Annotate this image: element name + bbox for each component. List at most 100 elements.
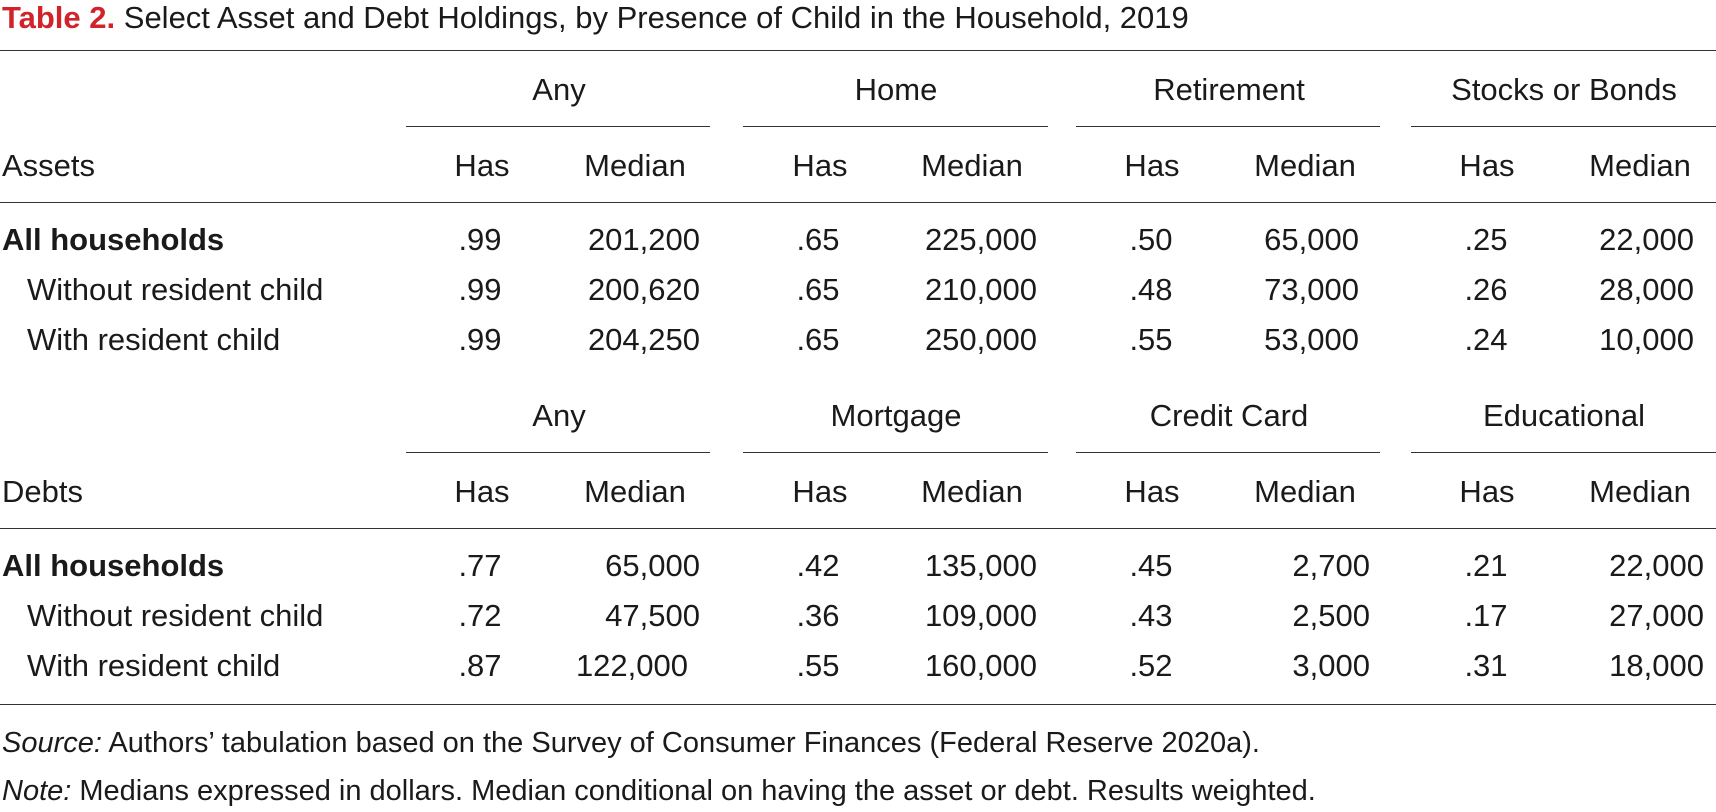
group-rule: [743, 452, 1048, 453]
note-text: Medians expressed in dollars. Median con…: [71, 775, 1316, 807]
cell-has: .65: [796, 222, 840, 257]
col-header-has: Has: [1124, 148, 1180, 183]
cell-median: 204,250: [587, 322, 700, 357]
col-header-has: Has: [1459, 148, 1515, 183]
col-header-has: Has: [792, 474, 848, 509]
cell-median: 28,000: [1599, 272, 1694, 307]
cell-median: 122,000: [575, 648, 688, 683]
row-label: Without resident child: [27, 272, 324, 307]
col-header-median: Median: [584, 148, 686, 183]
group-rule: [406, 126, 710, 127]
group-header-any: Any: [532, 398, 586, 433]
cell-has: .17: [1464, 598, 1508, 633]
cell-median: 200,620: [587, 272, 700, 307]
cell-has: .21: [1464, 548, 1508, 583]
bottom-rule: [0, 704, 1716, 705]
cell-has: .65: [796, 322, 840, 357]
group-rule: [743, 126, 1048, 127]
col-header-has: Has: [454, 474, 510, 509]
col-header-has: Has: [454, 148, 510, 183]
row-label: With resident child: [27, 648, 281, 683]
col-header-median: Median: [584, 474, 686, 509]
cell-has: .87: [458, 648, 502, 683]
group-rule: [1076, 126, 1380, 127]
cell-has: .99: [458, 322, 502, 357]
cell-has: .52: [1129, 648, 1173, 683]
cell-has: .99: [458, 222, 502, 257]
cell-has: .26: [1464, 272, 1508, 307]
col-header-median: Median: [1254, 148, 1356, 183]
source-label: Source:: [2, 727, 102, 759]
cell-median: 65,000: [1264, 222, 1359, 257]
cell-has: .55: [796, 648, 840, 683]
header-rule: [0, 528, 1716, 529]
cell-median: 225,000: [924, 222, 1037, 257]
cell-median: 22,000: [1609, 548, 1704, 583]
cell-median: 22,000: [1599, 222, 1694, 257]
row-label: All households: [2, 222, 225, 257]
cell-median: 65,000: [605, 548, 700, 583]
group-header-stocks-or-bonds: Stocks or Bonds: [1451, 72, 1677, 107]
group-header-home: Home: [854, 72, 938, 107]
col-header-median: Median: [921, 474, 1023, 509]
col-header-has: Has: [792, 148, 848, 183]
note-label: Note:: [2, 775, 72, 807]
cell-has: .24: [1464, 322, 1508, 357]
cell-median: 201,200: [587, 222, 700, 257]
cell-median: 27,000: [1609, 598, 1704, 633]
cell-median: 10,000: [1599, 322, 1694, 357]
cell-median: 53,000: [1264, 322, 1359, 357]
cell-median: 109,000: [924, 598, 1037, 633]
group-header-credit-card: Credit Card: [1149, 398, 1309, 433]
cell-has: .72: [458, 598, 502, 633]
cell-has: .25: [1464, 222, 1508, 257]
cell-median: 18,000: [1609, 648, 1704, 683]
cell-has: .55: [1129, 322, 1173, 357]
group-rule: [1411, 452, 1716, 453]
cell-has: .43: [1129, 598, 1173, 633]
cell-median: 2,700: [1292, 548, 1370, 583]
group-rule: [406, 452, 710, 453]
row-label: With resident child: [27, 322, 281, 357]
cell-has: .50: [1129, 222, 1173, 257]
cell-median: 210,000: [924, 272, 1037, 307]
group-rule: [1411, 126, 1716, 127]
cell-has: .36: [796, 598, 840, 633]
col-header-median: Median: [1254, 474, 1356, 509]
group-header-mortgage: Mortgage: [830, 398, 962, 433]
section-label-debts: Debts: [2, 474, 83, 509]
col-header-median: Median: [1589, 148, 1691, 183]
table-title: Table 2. Select Asset and Debt Holdings,…: [2, 0, 1189, 36]
cell-median: 250,000: [924, 322, 1037, 357]
cell-has: .99: [458, 272, 502, 307]
cell-median: 47,500: [605, 598, 700, 633]
group-header-retirement: Retirement: [1153, 72, 1305, 107]
section-label-assets: Assets: [2, 148, 96, 183]
cell-median: 135,000: [924, 548, 1037, 583]
cell-has: .48: [1129, 272, 1173, 307]
group-header-any: Any: [532, 72, 586, 107]
cell-has: .31: [1464, 648, 1508, 683]
table-title-text: Select Asset and Debt Holdings, by Prese…: [123, 0, 1189, 35]
cell-median: 3,000: [1292, 648, 1370, 683]
cell-has: .45: [1129, 548, 1173, 583]
col-header-has: Has: [1124, 474, 1180, 509]
header-rule: [0, 202, 1716, 203]
row-label: All households: [2, 548, 225, 583]
col-header-median: Median: [921, 148, 1023, 183]
cell-has: .42: [796, 548, 840, 583]
source-text: Authors’ tabulation based on the Survey …: [101, 727, 1260, 759]
cell-median: 160,000: [924, 648, 1037, 683]
cell-median: 2,500: [1292, 598, 1370, 633]
cell-median: 73,000: [1264, 272, 1359, 307]
col-header-median: Median: [1589, 474, 1691, 509]
table-number: Table 2.: [2, 0, 116, 35]
group-header-educational: Educational: [1482, 398, 1646, 433]
source-note: Source: Authors’ tabulation based on the…: [2, 726, 1260, 760]
col-header-has: Has: [1459, 474, 1515, 509]
row-label: Without resident child: [27, 598, 324, 633]
top-rule: [0, 50, 1716, 51]
note: Note: Medians expressed in dollars. Medi…: [2, 774, 1316, 808]
cell-has: .65: [796, 272, 840, 307]
group-rule: [1076, 452, 1380, 453]
